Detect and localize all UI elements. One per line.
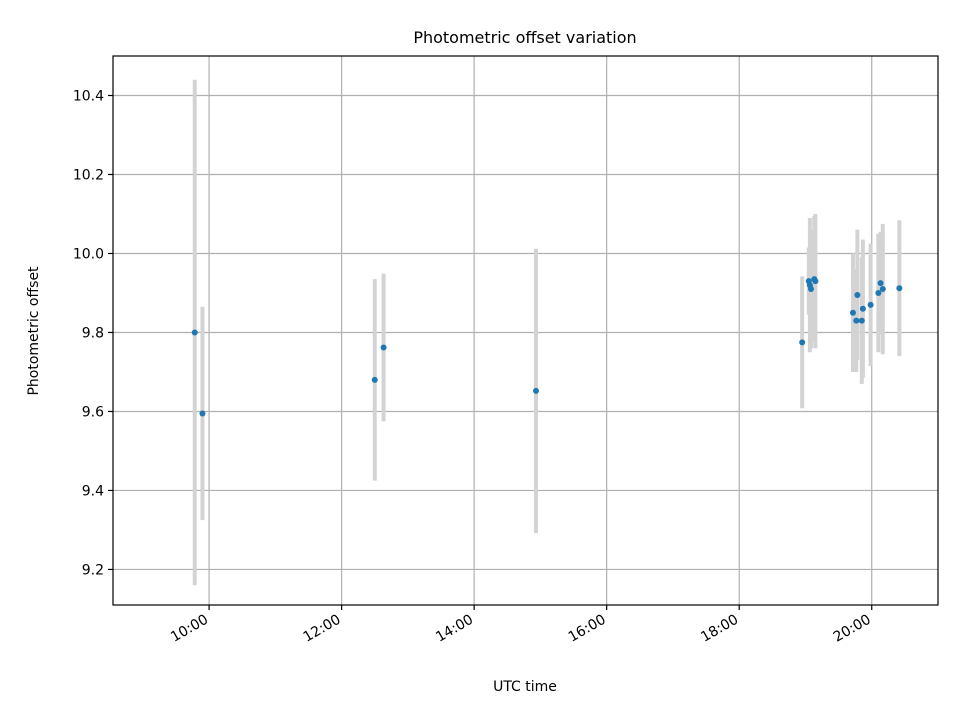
- chart-title: Photometric offset variation: [413, 28, 636, 47]
- y-tick-label: 9.4: [82, 483, 104, 499]
- data-points: [191, 276, 903, 417]
- data-point: [199, 410, 206, 417]
- plot-area-frame: [112, 55, 939, 606]
- data-point: [859, 305, 866, 312]
- x-tick-label: 20:00: [831, 612, 874, 646]
- data-point: [877, 280, 884, 287]
- data-point: [532, 387, 539, 394]
- y-axis-label: Photometric offset: [26, 266, 42, 396]
- x-tick-label: 18:00: [698, 612, 741, 646]
- data-point: [849, 309, 856, 316]
- x-tick-label: 12:00: [301, 612, 344, 646]
- data-point: [858, 317, 865, 324]
- data-point: [807, 286, 814, 293]
- x-tick-label: 16:00: [566, 612, 609, 646]
- x-axis-label: UTC time: [493, 679, 557, 695]
- data-point: [853, 317, 860, 324]
- x-tick-label: 10:00: [168, 612, 211, 646]
- data-point: [191, 329, 198, 336]
- y-tick-label: 10.4: [73, 88, 104, 104]
- y-tick-label: 9.6: [82, 404, 104, 420]
- data-point: [896, 285, 903, 292]
- data-point: [867, 301, 874, 308]
- data-point: [371, 376, 378, 383]
- data-point: [854, 291, 861, 298]
- x-tick-label: 14:00: [433, 612, 476, 646]
- data-point: [812, 278, 819, 285]
- data-point: [380, 344, 387, 351]
- data-point: [879, 286, 886, 293]
- y-tick-label: 10.2: [73, 167, 104, 183]
- x-axis-ticks: 10:00 12:00 14:00 16:00 18:00 20:00: [168, 605, 874, 646]
- y-tick-label: 9.8: [82, 325, 104, 341]
- y-axis-ticks: 9.2 9.4 9.6 9.8 10.0 10.2 10.4: [73, 88, 113, 578]
- data-point: [799, 339, 806, 346]
- y-tick-label: 9.2: [82, 562, 104, 578]
- y-tick-label: 10.0: [73, 246, 104, 262]
- data-point: [875, 289, 882, 296]
